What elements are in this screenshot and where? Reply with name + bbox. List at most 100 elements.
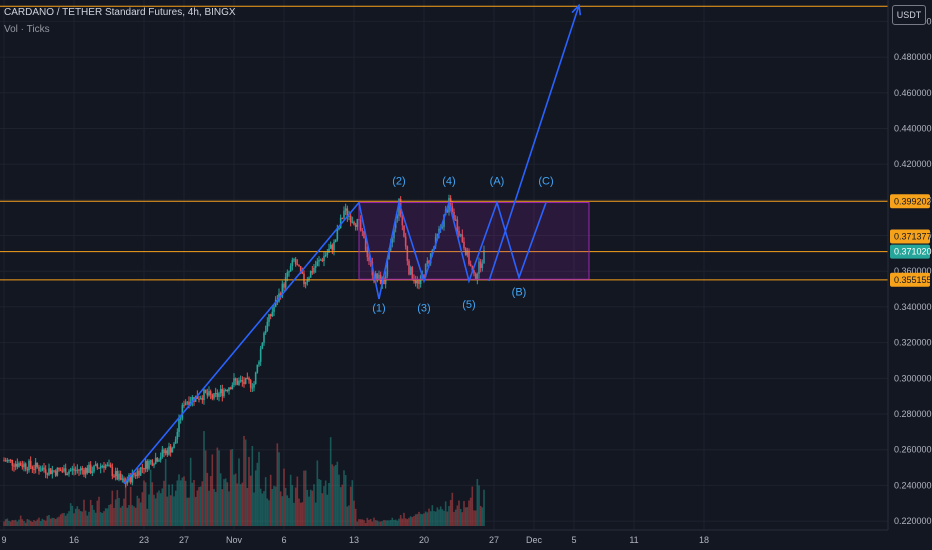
volume-bar [188, 497, 190, 526]
volume-bar [298, 498, 300, 526]
candle-body [256, 364, 259, 373]
volume-bar [73, 513, 75, 526]
volume-bar [433, 511, 435, 526]
candle-body [66, 473, 69, 476]
volume-bar [124, 479, 127, 526]
volume-bar [478, 485, 480, 526]
candle-body [359, 219, 362, 231]
wave-label: (4) [442, 176, 455, 188]
volume-bar [31, 521, 34, 526]
candle-body [51, 470, 54, 474]
volume-bar [411, 517, 414, 526]
volume-bar [136, 495, 139, 526]
volume-bar [11, 520, 14, 526]
candle-body [374, 273, 377, 281]
candle-body [463, 241, 465, 249]
candle-body [368, 257, 370, 261]
candle-body [113, 476, 115, 478]
candle-body [331, 244, 334, 251]
candle-body [378, 274, 380, 280]
volume-bar [453, 512, 455, 526]
candle-body [64, 468, 67, 476]
volume-bar [383, 519, 385, 526]
candle-body [376, 273, 379, 280]
candle-body [188, 401, 190, 406]
volume-bar [236, 483, 239, 526]
volume-bar [63, 512, 65, 526]
volume-bar [419, 513, 422, 526]
candle-body [386, 259, 389, 276]
candle-body [209, 391, 212, 395]
volume-bar [339, 487, 342, 526]
candle-body [349, 215, 352, 223]
candle-body [394, 218, 397, 229]
volume-bar [151, 482, 154, 526]
candle-body [424, 263, 427, 277]
candle-body [176, 432, 179, 440]
volume-bar [258, 451, 260, 526]
candle-body [299, 266, 302, 272]
volume-bar [449, 500, 452, 526]
volume-bar [316, 460, 319, 526]
volume-legend: Vol · Ticks [4, 24, 50, 35]
candle-body [154, 457, 157, 464]
candle-body [321, 259, 324, 261]
volume-bar [179, 480, 182, 526]
volume-bar [121, 505, 124, 526]
volume-bar [76, 506, 79, 526]
volume-bar [351, 480, 354, 526]
volume-bar [108, 504, 110, 526]
candle-body [351, 221, 354, 223]
candle-body [31, 466, 34, 469]
target-arrow-line [488, 5, 580, 282]
volume-bar [273, 485, 275, 526]
candle-body [396, 216, 399, 219]
candle-body [258, 361, 260, 365]
volume-bar [84, 510, 87, 526]
candle-body [111, 467, 114, 477]
drawing-objects[interactable]: (1) (2) (3) (4) (5) (A) (B) (C) [0, 3, 888, 485]
volume-bar [349, 486, 352, 526]
volume-bar [109, 504, 112, 526]
volume-bar [203, 431, 205, 526]
candle-body [411, 267, 414, 279]
candle-body [416, 280, 419, 284]
volume-bar [239, 484, 242, 526]
volume-bar [249, 475, 252, 526]
volume-bar [373, 517, 375, 526]
volume-bar [144, 482, 147, 526]
volume-bar [91, 505, 94, 526]
volume-bar [189, 457, 192, 526]
candle-body [326, 252, 329, 256]
time-axis[interactable]: 9 16 23 27 Nov 6 13 20 27 Dec 5 11 18 [0, 529, 932, 550]
volume-bar [463, 501, 465, 526]
candle-body [461, 234, 464, 242]
volume-bar [473, 510, 475, 526]
time-tick-label: 5 [571, 535, 576, 545]
wave-label: (A) [490, 176, 505, 188]
volume-bar [424, 511, 427, 526]
candle-body [473, 270, 475, 274]
volume-bar [111, 490, 114, 526]
volume-bar [466, 507, 469, 526]
volume-bar [224, 478, 227, 526]
volume-bar [423, 513, 425, 526]
candle-body [221, 389, 224, 397]
candle-body [329, 244, 332, 249]
candle-body [309, 271, 312, 278]
candle-body [159, 456, 162, 461]
candle-body [284, 276, 287, 288]
currency-button[interactable]: USDT [892, 5, 926, 25]
volume-bar [231, 449, 234, 526]
candle-body [63, 468, 65, 472]
volume-bar [366, 517, 369, 526]
price-tick-label: 0.320000 [894, 338, 932, 348]
price-badge-label: 0.371020 [894, 247, 932, 257]
volume-bar [26, 519, 29, 526]
candle-body [249, 380, 252, 388]
volume-bar [74, 508, 77, 526]
candle-body [289, 266, 292, 272]
volume-bar [446, 511, 449, 526]
wave-label: (2) [392, 176, 405, 188]
